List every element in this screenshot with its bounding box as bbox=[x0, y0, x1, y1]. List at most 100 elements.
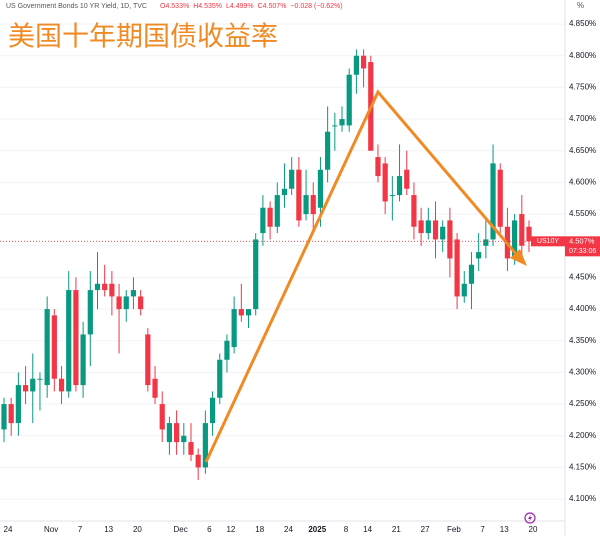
x-tick-label: 13 bbox=[500, 525, 509, 534]
y-tick-label: 4.700% bbox=[569, 114, 596, 123]
ohlc-value: H4.535% bbox=[193, 3, 222, 10]
candle-body bbox=[188, 442, 194, 455]
candle-body bbox=[281, 188, 288, 196]
x-tick-label: Feb bbox=[447, 525, 461, 534]
ohlc-value: O4.533% bbox=[160, 3, 189, 10]
candle-body bbox=[37, 378, 43, 380]
candle-body bbox=[332, 125, 338, 127]
trend-arrows bbox=[204, 89, 527, 463]
ohlc-legend: O4.533% H4.535% L4.499% C4.507% −0.028 (−0.6… bbox=[160, 3, 343, 10]
icon-bolt bbox=[528, 514, 532, 522]
candles bbox=[1, 49, 532, 481]
x-tick-label: 14 bbox=[363, 525, 372, 534]
y-tick-label: 4.750% bbox=[569, 83, 596, 92]
candle-body bbox=[317, 169, 324, 208]
y-tick-label: 4.650% bbox=[569, 146, 596, 155]
unit-label: % bbox=[577, 1, 584, 10]
x-tick-label: 7 bbox=[480, 525, 485, 534]
candle-body bbox=[483, 239, 489, 246]
candle-body bbox=[66, 290, 72, 392]
candle-body bbox=[1, 404, 7, 430]
y-tick-label: 4.550% bbox=[569, 209, 596, 218]
candle-body bbox=[476, 252, 482, 259]
y-tick-label: 4.350% bbox=[569, 336, 596, 345]
candle-body bbox=[80, 334, 86, 386]
candle-body bbox=[102, 283, 108, 291]
candle-body bbox=[58, 378, 65, 392]
x-tick-label: 13 bbox=[104, 525, 113, 534]
candle-body bbox=[490, 163, 496, 240]
candle-body bbox=[224, 340, 230, 360]
ohlc-value: C4.507% bbox=[258, 3, 287, 10]
candle-body bbox=[202, 423, 208, 468]
x-tick-label: 6 bbox=[207, 525, 212, 534]
candle-body bbox=[73, 290, 79, 386]
candle-body bbox=[238, 309, 244, 316]
candle-body bbox=[267, 207, 273, 227]
arrow-head bbox=[510, 249, 527, 266]
candle-body bbox=[382, 163, 388, 202]
candle-body bbox=[123, 296, 129, 310]
x-tick-label: 24 bbox=[4, 525, 13, 534]
candle-body bbox=[109, 283, 115, 297]
overlay-title: 美国十年期国债收益率 bbox=[8, 22, 278, 53]
candle-body bbox=[152, 378, 158, 398]
candle-body bbox=[512, 220, 518, 259]
y-tick-label: 4.450% bbox=[569, 273, 596, 282]
candle-body bbox=[303, 195, 309, 215]
candle-body bbox=[339, 119, 345, 126]
candle-body bbox=[22, 385, 29, 392]
candle-body bbox=[404, 169, 410, 189]
candle-body bbox=[138, 296, 144, 310]
x-tick-label: 20 bbox=[529, 525, 538, 534]
candle-body bbox=[166, 423, 173, 443]
bolt-icon bbox=[524, 512, 536, 524]
candle-body bbox=[44, 309, 50, 386]
x-tick-label: Nov bbox=[44, 525, 58, 534]
candle-body bbox=[425, 220, 431, 234]
x-tick-label: 21 bbox=[392, 525, 401, 534]
symbol-tag bbox=[531, 236, 565, 247]
y-tick-label: 4.800% bbox=[569, 51, 596, 60]
x-tick-label: Dec bbox=[173, 525, 187, 534]
candle-body bbox=[15, 385, 21, 424]
candle-body bbox=[8, 404, 14, 424]
candle-body bbox=[231, 309, 237, 348]
candle-body bbox=[526, 226, 532, 242]
ohlc-value: −0.028 (−0.62%) bbox=[290, 3, 342, 10]
candle-body bbox=[454, 239, 460, 297]
y-tick-label: 4.250% bbox=[569, 399, 596, 408]
x-tick-label: 27 bbox=[421, 525, 430, 534]
x-tick-label: 20 bbox=[133, 525, 142, 534]
candle-body bbox=[468, 264, 475, 284]
candle-body bbox=[411, 195, 417, 227]
candle-body bbox=[389, 195, 395, 197]
candle-body bbox=[145, 334, 151, 386]
price-tag-label: 4.507% bbox=[569, 236, 595, 245]
candle-body bbox=[30, 378, 36, 392]
candle-body bbox=[296, 169, 302, 221]
candle-body bbox=[418, 220, 424, 234]
y-tick-label: 4.100% bbox=[569, 494, 596, 503]
candle-body bbox=[245, 309, 252, 316]
candle-body bbox=[174, 423, 180, 443]
candle-body bbox=[289, 169, 295, 189]
candle-body bbox=[497, 169, 503, 227]
candle-body bbox=[519, 214, 525, 246]
y-tick-label: 4.150% bbox=[569, 463, 596, 472]
x-tick-label: 12 bbox=[226, 525, 235, 534]
candle-body bbox=[432, 220, 439, 240]
x-tick-label: 2025 bbox=[308, 525, 326, 534]
icon-ring bbox=[524, 512, 536, 524]
ohlc-value: L4.499% bbox=[226, 3, 254, 10]
x-tick-label: 18 bbox=[255, 525, 264, 534]
candle-body bbox=[130, 290, 137, 297]
candle-body bbox=[94, 283, 101, 291]
y-tick-label: 4.850% bbox=[569, 19, 596, 28]
symbol-label: US10Y bbox=[537, 238, 560, 245]
candle-body bbox=[360, 55, 367, 69]
legend-title: US Government Bonds 10 YR Yield, 1D, TVC bbox=[6, 3, 147, 10]
y-tick-label: 4.600% bbox=[569, 178, 596, 187]
candle-body bbox=[159, 404, 165, 430]
